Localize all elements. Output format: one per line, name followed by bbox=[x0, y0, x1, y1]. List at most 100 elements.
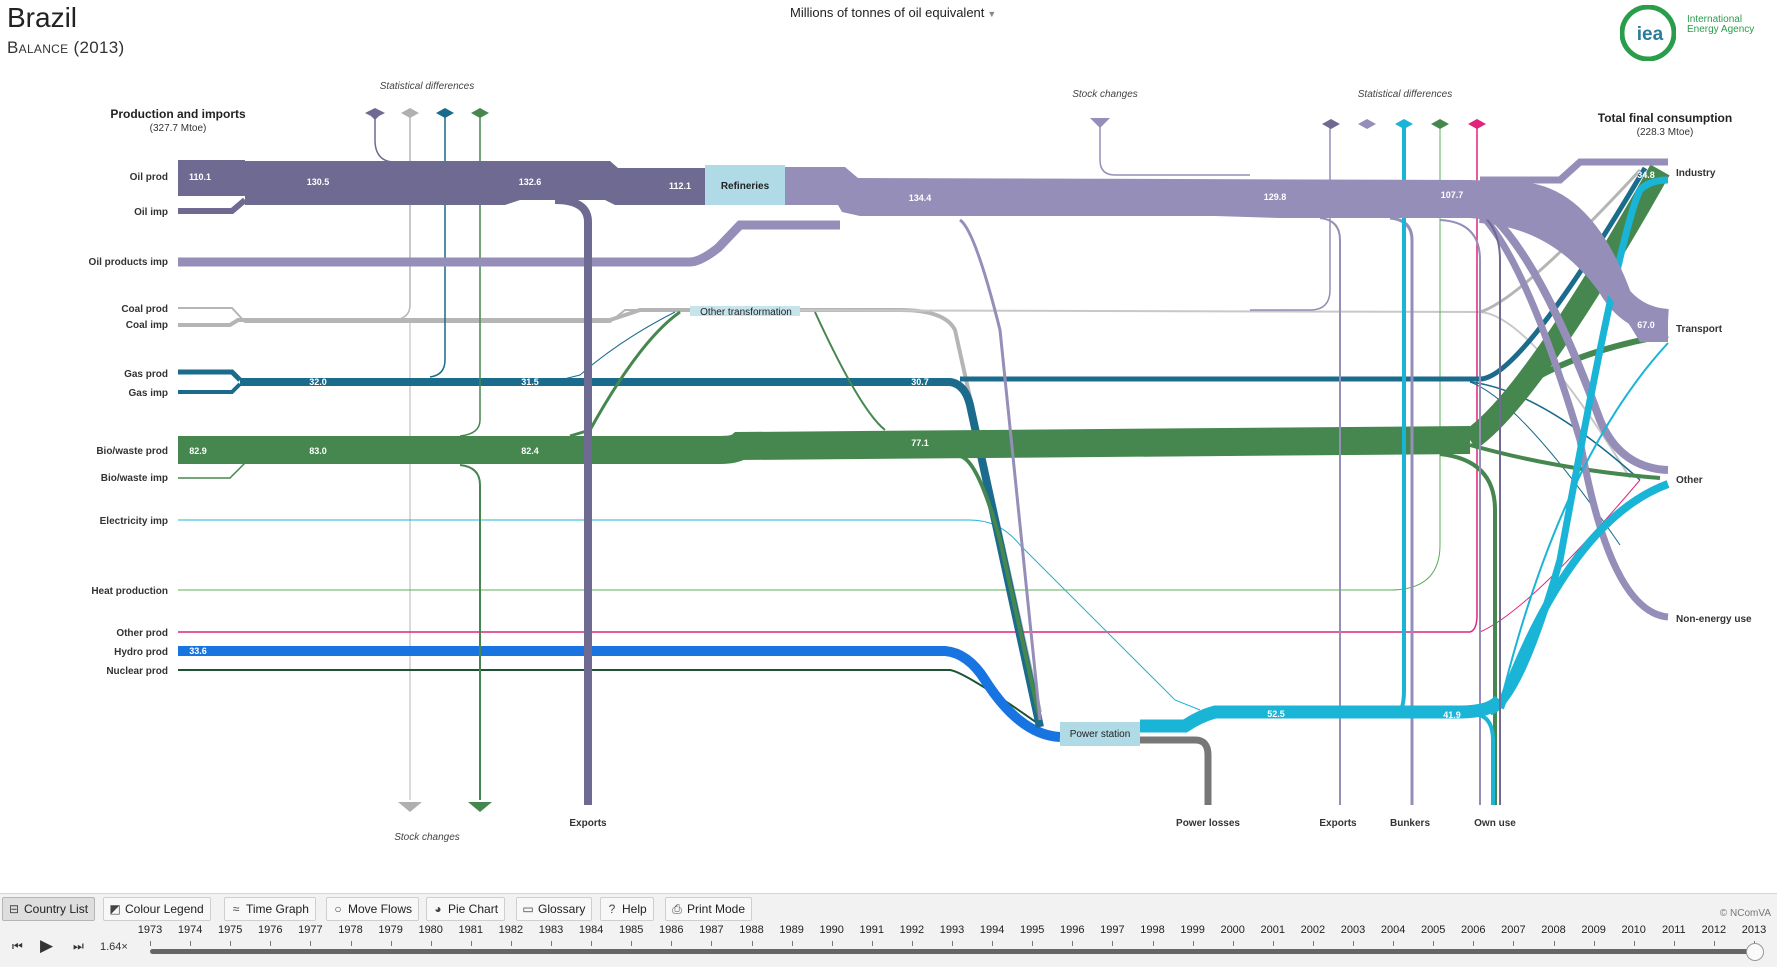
flow-hydro-prod[interactable] bbox=[178, 646, 1061, 742]
flow-bio-to-power[interactable] bbox=[959, 454, 1042, 721]
year-label[interactable]: 1994 bbox=[979, 924, 1005, 936]
year-label[interactable]: 1977 bbox=[298, 924, 323, 936]
year-slider-track[interactable] bbox=[150, 949, 1760, 954]
help-button[interactable]: ? Help bbox=[600, 897, 654, 921]
source-label-electricity-imp[interactable]: Electricity imp bbox=[100, 516, 168, 527]
year-label[interactable]: 1983 bbox=[538, 924, 564, 936]
unit-dropdown[interactable]: Millions of tonnes of oil equivalent ▼ bbox=[790, 5, 996, 20]
year-label[interactable]: 2003 bbox=[1340, 924, 1366, 936]
move-flows-button[interactable]: ○ Move Flows bbox=[326, 897, 420, 921]
year-slider-thumb[interactable] bbox=[1746, 943, 1764, 961]
flow-coal-imp[interactable] bbox=[178, 308, 1042, 713]
flow-oil-products-to-exports[interactable] bbox=[1319, 217, 1341, 805]
sink-label-non-energy-use[interactable]: Non-energy use bbox=[1676, 614, 1752, 625]
year-label[interactable]: 2000 bbox=[1220, 924, 1245, 936]
source-label-gas-prod[interactable]: Gas prod bbox=[124, 369, 168, 380]
year-label[interactable]: 1973 bbox=[137, 924, 163, 936]
year-label[interactable]: 1995 bbox=[1019, 924, 1045, 936]
sink-label-other[interactable]: Other bbox=[1676, 475, 1703, 486]
year-label[interactable]: 2004 bbox=[1380, 924, 1406, 936]
node-other-transformation[interactable] bbox=[690, 306, 800, 316]
flow-oil-products-to-industry[interactable] bbox=[1480, 158, 1668, 184]
flow-nuclear-prod[interactable] bbox=[178, 669, 1041, 726]
flow-oil-products-stat-1[interactable] bbox=[1250, 125, 1331, 311]
year-label[interactable]: 1974 bbox=[177, 924, 203, 936]
flow-oil-products-to-other[interactable] bbox=[1468, 196, 1669, 474]
year-label[interactable]: 2011 bbox=[1661, 924, 1686, 936]
flow-gas-to-otrans[interactable] bbox=[559, 311, 676, 381]
step-back-icon[interactable]: ⏮ bbox=[12, 939, 23, 953]
step-forward-icon[interactable]: ⏭ bbox=[73, 939, 84, 953]
flow-oil-products-stock[interactable] bbox=[1099, 125, 1250, 176]
colour-legend-button[interactable]: ◩ Colour Legend bbox=[103, 897, 211, 921]
source-label-coal-prod[interactable]: Coal prod bbox=[121, 304, 168, 315]
flow-gas-prod[interactable] bbox=[178, 369, 242, 382]
year-label[interactable]: 1975 bbox=[217, 924, 243, 936]
source-label-oil-products-imp[interactable]: Oil products imp bbox=[89, 257, 168, 268]
source-label-bio-prod[interactable]: Bio/waste prod bbox=[96, 446, 168, 457]
flow-oil-products-to-bunkers[interactable] bbox=[1389, 216, 1414, 805]
node-refineries[interactable] bbox=[705, 165, 785, 205]
year-label[interactable]: 1992 bbox=[899, 924, 925, 936]
flow-power-losses[interactable] bbox=[1140, 736, 1212, 805]
year-label[interactable]: 1978 bbox=[338, 924, 363, 936]
flow-bio-stat[interactable] bbox=[459, 115, 481, 437]
year-label[interactable]: 1996 bbox=[1060, 924, 1085, 936]
time-graph-button[interactable]: ≈ Time Graph bbox=[224, 897, 316, 921]
flow-other-prod[interactable] bbox=[178, 120, 1478, 633]
source-label-nuclear-prod[interactable]: Nuclear prod bbox=[106, 666, 168, 677]
country-list-button[interactable]: ⊟ Country List bbox=[2, 897, 96, 921]
flow-gas-stat[interactable] bbox=[429, 115, 446, 378]
source-label-gas-imp[interactable]: Gas imp bbox=[129, 388, 168, 399]
year-label[interactable]: 2008 bbox=[1541, 924, 1566, 936]
source-label-oil-prod[interactable]: Oil prod bbox=[130, 172, 168, 183]
flow-coal-stat[interactable] bbox=[394, 115, 411, 321]
year-label[interactable]: 2010 bbox=[1621, 924, 1646, 936]
outflow-label-exports-right[interactable]: Exports bbox=[1319, 818, 1357, 829]
year-label[interactable]: 1986 bbox=[659, 924, 684, 936]
flow-oil-stat[interactable] bbox=[374, 115, 393, 163]
flow-electricity-to-industry[interactable] bbox=[1488, 176, 1669, 716]
flow-oil-products-main[interactable] bbox=[785, 167, 1668, 342]
playback-speed[interactable]: 1.64× bbox=[100, 941, 128, 953]
year-label[interactable]: 1982 bbox=[498, 924, 524, 936]
node-power-station[interactable] bbox=[1060, 722, 1140, 746]
year-label[interactable]: 1987 bbox=[699, 924, 724, 936]
flow-oil-products-imp[interactable] bbox=[178, 220, 840, 267]
outflow-label-own-use[interactable]: Own use bbox=[1474, 818, 1516, 829]
year-label[interactable]: 1980 bbox=[418, 924, 443, 936]
flow-gas-imp[interactable] bbox=[178, 382, 242, 394]
year-label[interactable]: 1989 bbox=[779, 924, 804, 936]
flow-bio-stock[interactable] bbox=[459, 464, 481, 800]
outflow-label-exports-left[interactable]: Exports bbox=[569, 818, 607, 829]
flow-electricity-to-transport[interactable] bbox=[1499, 342, 1669, 706]
source-label-oil-imp[interactable]: Oil imp bbox=[134, 207, 168, 218]
flow-oil-products-to-power[interactable] bbox=[959, 218, 1042, 721]
flow-electricity-to-bunkers[interactable] bbox=[1398, 120, 1406, 713]
source-label-coal-imp[interactable]: Coal imp bbox=[126, 320, 168, 331]
year-label[interactable]: 1976 bbox=[258, 924, 283, 936]
source-label-hydro-prod[interactable]: Hydro prod bbox=[114, 647, 168, 658]
flow-oil-imp[interactable] bbox=[178, 197, 247, 214]
flow-otrans-to-bio[interactable] bbox=[814, 311, 886, 431]
year-label[interactable]: 2012 bbox=[1701, 924, 1727, 936]
year-label[interactable]: 2007 bbox=[1501, 924, 1526, 936]
flow-oil-products-to-ownuse[interactable] bbox=[1439, 219, 1481, 805]
sink-label-transport[interactable]: Transport bbox=[1676, 324, 1723, 335]
year-label[interactable]: 1985 bbox=[618, 924, 644, 936]
flow-bio-to-transport[interactable] bbox=[1467, 332, 1669, 440]
source-label-bio-imp[interactable]: Bio/waste imp bbox=[101, 473, 168, 484]
play-icon[interactable]: ▶ bbox=[40, 936, 54, 955]
flow-bio-to-ownuse[interactable] bbox=[1439, 452, 1497, 805]
flow-electricity-to-ownuse[interactable] bbox=[1479, 713, 1495, 805]
flow-gas-main[interactable] bbox=[240, 378, 1044, 728]
year-label[interactable]: 1979 bbox=[378, 924, 403, 936]
print-mode-button[interactable]: ⎙ Print Mode bbox=[665, 897, 753, 921]
flow-electricity-imp[interactable] bbox=[178, 519, 1201, 711]
flow-oil-prod-main[interactable] bbox=[178, 160, 705, 205]
flow-oil-exports[interactable] bbox=[554, 196, 592, 805]
flow-bio-to-otrans[interactable] bbox=[569, 310, 681, 438]
sink-label-industry[interactable]: Industry bbox=[1676, 168, 1716, 179]
year-label[interactable]: 1988 bbox=[739, 924, 764, 936]
year-label[interactable]: 1993 bbox=[939, 924, 965, 936]
